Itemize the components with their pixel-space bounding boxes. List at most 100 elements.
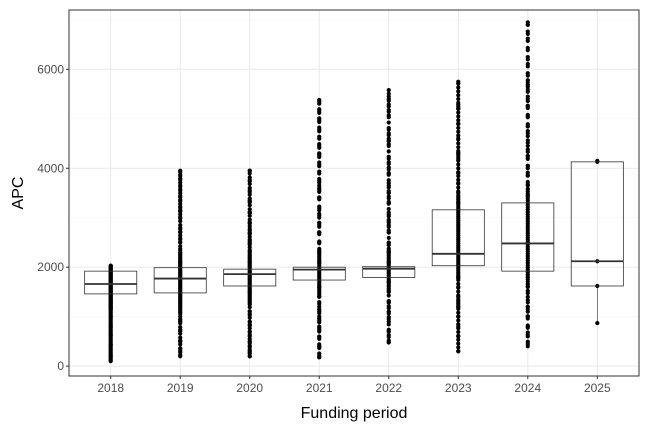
data-point [525,94,530,99]
data-point [456,274,461,280]
data-point [317,195,322,201]
data-point [525,179,530,185]
data-point [247,309,252,314]
data-point [108,314,113,319]
iqr-box [84,270,138,295]
data-point [386,206,391,212]
data-point [317,299,322,305]
data-point [247,230,252,235]
data-point [386,142,391,147]
data-point [317,260,322,265]
data-point [386,113,391,118]
data-point [456,337,461,342]
data-point [386,171,391,176]
data-point [108,307,113,312]
data-point [178,208,183,213]
data-point [247,168,252,173]
box-group-2021 [292,97,346,360]
data-point [317,344,322,349]
data-point [525,274,530,280]
data-point [456,136,461,141]
data-point [108,263,113,268]
data-point [386,293,391,298]
data-point [178,354,183,359]
data-point [247,210,252,215]
y-tick-label: 2000 [37,260,64,274]
data-point [317,220,322,225]
data-point [386,194,391,199]
data-point [595,158,600,163]
data-point [525,170,530,175]
data-point [456,166,461,171]
data-point [456,334,461,339]
box-group-2018 [84,263,138,364]
data-point [525,173,530,178]
x-tick-label: 2018 [97,381,124,395]
data-point [456,129,461,134]
data-point [525,129,530,134]
data-point [386,125,391,131]
data-point [386,250,391,255]
data-point [386,246,391,251]
data-point [525,78,530,83]
data-point [525,20,530,25]
data-point [525,294,530,299]
box-group-2023 [431,79,485,354]
data-point [386,190,391,196]
data-point [317,204,322,209]
data-point [178,240,183,245]
data-point [317,355,322,360]
data-point [456,93,461,98]
y-tick-label: 4000 [37,161,64,175]
y-tick-label: 0 [57,359,64,373]
data-point [525,183,530,188]
data-point [247,207,252,212]
data-point [456,110,461,115]
box-group-2020 [223,168,277,359]
iqr-box [501,202,555,272]
data-point [386,178,391,183]
data-point [525,45,530,50]
data-point [247,319,252,324]
data-point [525,330,530,335]
data-point [456,171,461,176]
data-point [317,294,322,299]
data-point [386,181,391,186]
data-point [525,61,530,67]
data-point [525,284,530,290]
data-point [178,230,183,235]
data-point [386,131,391,136]
grid-layer [69,10,639,376]
data-point [317,125,322,130]
data-point [386,304,391,309]
iqr-box [223,268,277,287]
data-point [247,175,252,180]
data-point [525,186,530,192]
box-group-2022 [362,88,416,345]
data-point [108,333,113,338]
data-point [247,250,252,255]
x-tick-label: 2022 [375,381,402,395]
data-point [525,36,530,41]
data-point [247,217,252,222]
data-point [456,181,461,186]
data-point [317,97,322,103]
data-point [456,190,461,196]
iqr-box [570,161,624,287]
data-point [178,260,183,265]
data-point [386,340,391,345]
data-point [456,121,461,126]
data-point [386,200,391,205]
data-point [247,339,252,344]
data-point [317,334,322,339]
data-point [317,314,322,319]
data-point [317,284,322,290]
boxes-layer [84,20,624,364]
data-point [456,141,461,146]
data-point [386,329,391,334]
data-point [525,339,530,344]
data-point [317,208,322,213]
data-point [386,333,391,338]
data-point [386,235,391,240]
data-point [178,339,183,344]
